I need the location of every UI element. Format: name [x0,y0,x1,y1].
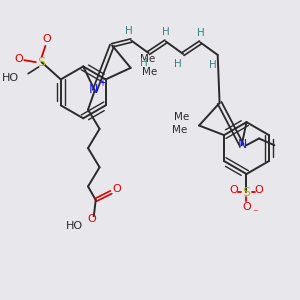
Text: ⁻: ⁻ [252,208,258,218]
Text: O: O [230,185,238,195]
Text: N: N [89,83,98,96]
Text: H: H [162,27,170,37]
Text: HO: HO [66,221,83,231]
Text: O: O [112,184,121,194]
Text: O: O [242,202,251,212]
Text: Me: Me [174,112,190,122]
Text: N: N [238,138,247,151]
Text: O: O [42,34,51,44]
Text: O: O [255,185,263,195]
Text: HO: HO [2,74,19,83]
Text: H: H [196,28,204,38]
Text: Me: Me [172,125,188,135]
Text: H: H [140,58,148,68]
Text: H: H [209,59,217,70]
Text: H: H [125,26,133,36]
Text: Me: Me [140,54,155,64]
Text: S: S [242,186,250,199]
Text: O: O [88,214,96,224]
Text: S: S [38,56,46,69]
Text: +: + [98,78,106,88]
Text: H: H [174,58,182,69]
Text: Me: Me [142,67,158,77]
Text: O: O [14,54,23,64]
